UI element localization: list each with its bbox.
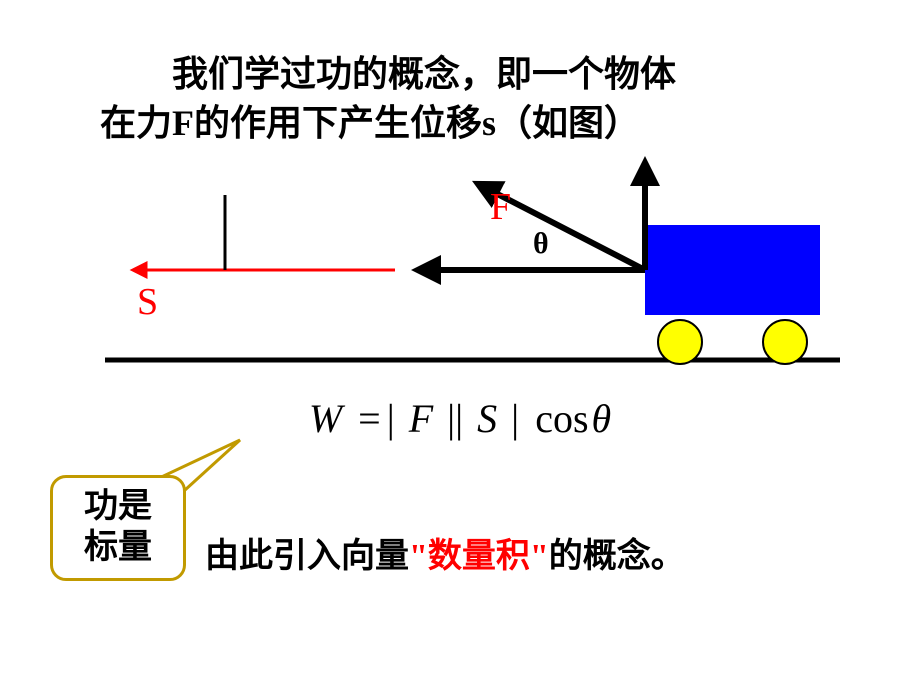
formula-W: W [309, 396, 342, 441]
conclusion-part-1: 由此引入向量 [205, 538, 409, 575]
formula-cos: cos [535, 396, 588, 441]
intro-text: 我们学过功的概念，即一个物体 在力F的作用下产生位移s（如图） [100, 50, 830, 147]
conclusion-text: 由此引入向量"数量积"的概念。 [205, 528, 685, 577]
callout-line-2: 标量 [84, 529, 152, 566]
intro-line-1: 我们学过功的概念，即一个物体 [100, 54, 676, 94]
formula-theta: θ [592, 396, 612, 441]
formula-bar1: | [387, 396, 395, 441]
conclusion-part-2: "数量积" [409, 538, 549, 575]
work-formula: W =| F || S | cosθ [0, 395, 920, 442]
callout-box: 功是 标量 [50, 475, 186, 581]
formula-bar2: || [447, 396, 463, 441]
formula-bar3: | [511, 396, 519, 441]
theta-label: θ [533, 227, 549, 261]
formula-S: S [477, 396, 497, 441]
formula-F: F [409, 396, 433, 441]
intro-line-2: 在力F的作用下产生位移s（如图） [100, 103, 640, 143]
callout-line-1: 功是 [84, 488, 152, 525]
physics-diagram: F θ S [90, 170, 850, 390]
force-label: F [490, 185, 511, 229]
formula-eq: = [358, 396, 381, 441]
slide: 我们学过功的概念，即一个物体 在力F的作用下产生位移s（如图） F θ S W … [0, 0, 920, 690]
displacement-label: S [137, 280, 158, 324]
conclusion-part-3: 的概念。 [549, 538, 685, 575]
